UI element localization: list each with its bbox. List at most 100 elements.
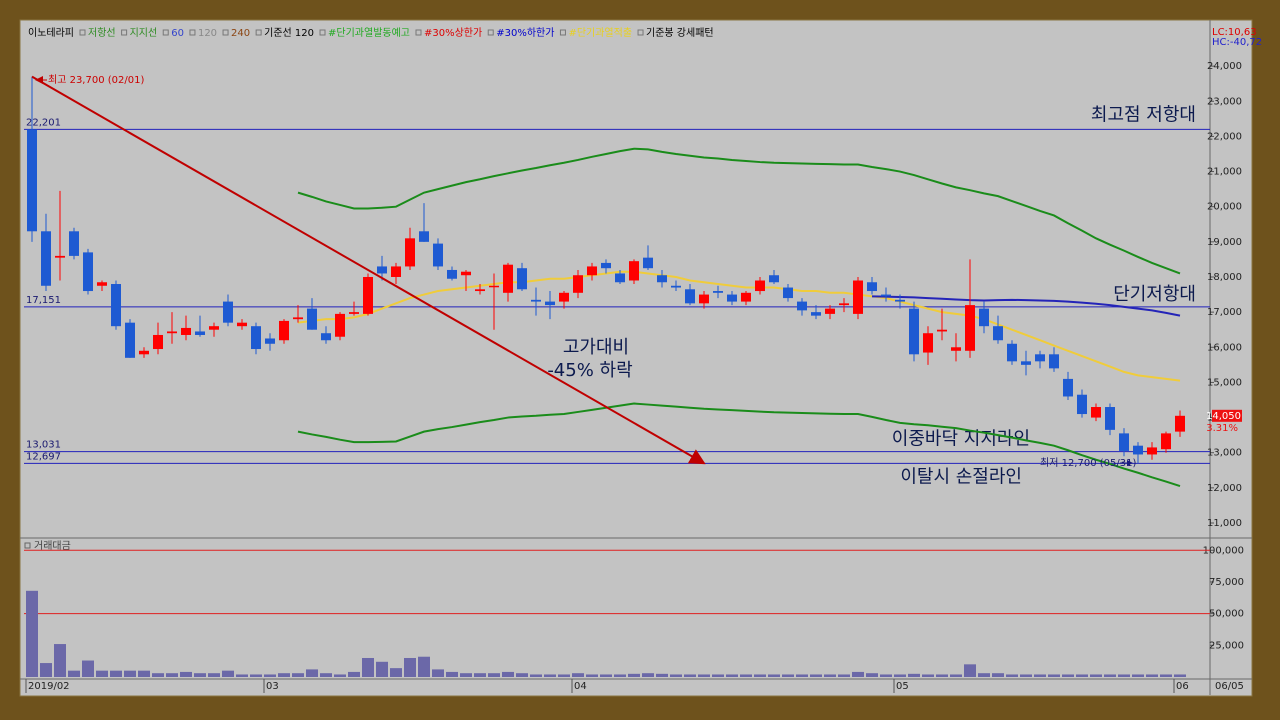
candle-body (643, 257, 653, 269)
volume-bar (838, 674, 850, 677)
candle-body (265, 338, 275, 344)
x-tick-label: 2019/02 (28, 681, 70, 692)
volume-bar (922, 674, 934, 677)
volume-bar (894, 674, 906, 677)
y-tick-label: 50,000 (1209, 609, 1244, 620)
level-label: 12,697 (26, 451, 61, 462)
volume-bar (110, 670, 122, 677)
legend-icon (222, 29, 229, 36)
candle-body (209, 326, 219, 330)
volume-bar (544, 674, 556, 677)
volume-bar (572, 673, 584, 677)
candle-body (363, 276, 373, 314)
candle-body (1049, 354, 1059, 369)
candle-body (881, 294, 891, 297)
candle-body (573, 275, 583, 293)
volume-bar (306, 669, 318, 677)
level-label: 13,031 (26, 440, 61, 451)
volume-bar (558, 674, 570, 677)
volume-bar (376, 661, 388, 677)
legend-item: #30%하한가 (496, 26, 554, 39)
volume-bar (264, 674, 276, 677)
candle-body (195, 331, 205, 335)
last-date: 06/05 (1215, 681, 1244, 692)
y-tick-label: 13,000 (1207, 448, 1242, 459)
candle-body (951, 347, 961, 351)
candle-body (69, 231, 79, 256)
candle-body (447, 269, 457, 279)
candle-body (531, 299, 541, 302)
volume-title: 거래대금 (34, 540, 71, 552)
candle-body (895, 299, 905, 302)
indicator-line (297, 402, 1181, 488)
volume-bar (432, 669, 444, 677)
volume-bar (586, 674, 598, 677)
level-note: 단기저항대 (1113, 284, 1196, 305)
chart-frame (19, 19, 1253, 697)
legend-item: 이노테라피 (28, 27, 74, 39)
candle-body (811, 312, 821, 316)
candle-body (797, 301, 807, 311)
volume-bar (642, 673, 654, 677)
panel-icon (24, 542, 31, 549)
price-box (1212, 409, 1242, 422)
candle-body (923, 333, 933, 353)
candle-body (825, 308, 835, 314)
volume-bar (992, 673, 1004, 677)
legend-icon (79, 29, 86, 36)
x-tick-label: 03 (266, 681, 279, 692)
candle-body (1175, 415, 1185, 432)
volume-bar (40, 663, 52, 677)
volume-bar (320, 673, 332, 677)
y-tick-label: 100,000 (1203, 545, 1244, 556)
candle-body (223, 301, 233, 323)
volume-bar (1160, 674, 1172, 677)
volume-bar (600, 674, 612, 677)
level-label: 17,151 (26, 295, 61, 306)
y-tick-label: 19,000 (1207, 237, 1242, 248)
annotation: 고가대비 (563, 337, 629, 358)
candle-body (391, 266, 401, 277)
volume-bar (726, 674, 738, 677)
y-tick-label: 15,000 (1207, 377, 1242, 388)
y-tick-label: 22,000 (1207, 131, 1242, 142)
candle-body (125, 322, 135, 358)
volume-bar (26, 590, 38, 677)
candle-body (713, 291, 723, 293)
volume-bar (852, 671, 864, 677)
volume-bar (334, 674, 346, 677)
legend-icon (121, 29, 128, 36)
candle-body (839, 303, 849, 306)
candle-body (307, 308, 317, 330)
candle-body (853, 280, 863, 314)
volume-bar (950, 674, 962, 677)
volume-bar (712, 674, 724, 677)
candle-body (419, 231, 429, 242)
volume-bar (698, 674, 710, 677)
change-label: 3.31% (1206, 423, 1238, 434)
volume-bar (1020, 674, 1032, 677)
candle-body (587, 266, 597, 276)
y-tick-label: 75,000 (1209, 577, 1244, 588)
legend-item: #단기과열발동예고 (328, 27, 410, 39)
volume-bar (1006, 674, 1018, 677)
candle-body (335, 313, 345, 337)
legend-item: 저항선 (88, 27, 116, 39)
legend-icon (559, 29, 566, 36)
candle-body (685, 289, 695, 304)
legend-icon (162, 29, 169, 36)
y-tick-label: 17,000 (1207, 307, 1242, 318)
volume-bar (96, 670, 108, 677)
candle-body (1105, 407, 1115, 430)
volume-bar (1104, 674, 1116, 677)
y-tick-label: 25,000 (1209, 640, 1244, 651)
high-label: 최고 23,700 (02/01) (48, 74, 144, 86)
volume-bar (138, 670, 150, 677)
candle-body (559, 292, 569, 302)
candle-body (153, 334, 163, 350)
legend-icon (487, 29, 494, 36)
candle-body (1007, 343, 1017, 362)
candle-body (41, 231, 51, 286)
